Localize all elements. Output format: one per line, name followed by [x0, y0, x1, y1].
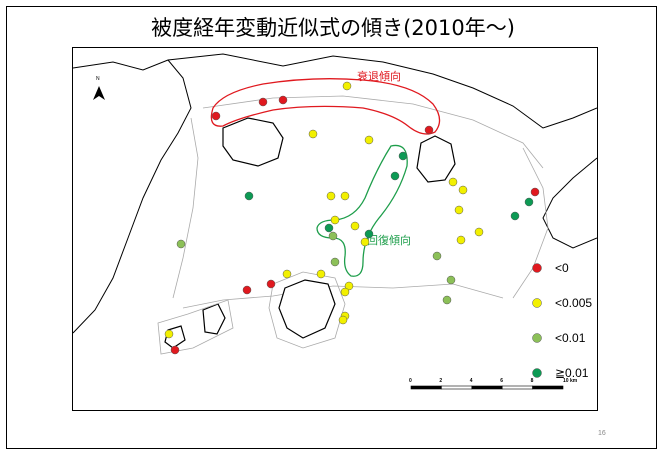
site-marker [524, 197, 534, 207]
east-coast [542, 157, 597, 249]
scale-bar-segment [441, 385, 473, 390]
island-north [222, 117, 284, 167]
legend-label: <0.005 [555, 296, 592, 310]
site-marker [350, 221, 360, 231]
site-marker [326, 191, 336, 201]
legend-label: <0.01 [555, 331, 586, 345]
map-panel: N 衰退傾向 回復傾向 <0 <0.005 <0.01 ≧0.01 0 2 4 6 8 10 k… [72, 47, 598, 411]
site-marker [474, 227, 484, 237]
survey-sites-layer [164, 81, 540, 355]
site-marker [398, 151, 408, 161]
page-number: 16 [598, 430, 606, 437]
legend-swatch [532, 263, 542, 273]
northwest-coast [73, 59, 192, 334]
scale-bar-label: 0 [409, 378, 412, 384]
scale-bar: 0 2 4 6 8 10 km [409, 378, 578, 390]
site-marker [448, 177, 458, 187]
legend-label: <0 [555, 261, 569, 275]
site-marker [442, 295, 452, 305]
scale-bar-segment [532, 385, 564, 390]
site-marker [266, 279, 276, 289]
island-shoal-outlines [157, 271, 346, 355]
site-marker [364, 229, 374, 239]
coastline-layer [73, 53, 597, 334]
island-south-center [278, 279, 336, 339]
contour-west [172, 117, 199, 299]
recovery-trend-outline [316, 144, 408, 277]
north-coast [167, 53, 597, 129]
north-arrow: N [93, 76, 105, 100]
legend: <0 <0.005 <0.01 ≧0.01 [532, 261, 592, 380]
legend-swatch [532, 368, 542, 378]
site-marker [308, 129, 318, 139]
scale-bar-label: 10 km [563, 378, 578, 384]
site-marker [446, 275, 456, 285]
north-arrow-icon [93, 86, 105, 100]
site-marker [390, 171, 400, 181]
site-marker [454, 205, 464, 215]
scale-bar-label: 4 [470, 378, 473, 384]
scale-bar-segment [410, 385, 442, 390]
scale-bar-segment [471, 385, 503, 390]
decline-trend-label: 衰退傾向 [357, 69, 401, 83]
scale-bar-label: 8 [531, 378, 534, 384]
site-marker [340, 191, 350, 201]
scale-bar-label: 6 [500, 378, 503, 384]
site-marker [258, 97, 268, 107]
recovery-trend-label: 回復傾向 [367, 233, 411, 247]
site-marker [360, 237, 370, 247]
site-marker [278, 95, 288, 105]
shoal-southwest [157, 299, 234, 355]
site-marker [344, 281, 354, 291]
islands-layer [164, 117, 456, 349]
site-marker [244, 191, 254, 201]
site-marker [316, 269, 326, 279]
north-label: N [96, 76, 100, 82]
site-marker [364, 135, 374, 145]
site-marker [458, 185, 468, 195]
legend-label: ≧0.01 [555, 366, 589, 380]
map-canvas: N 衰退傾向 回復傾向 <0 <0.005 <0.01 ≧0.01 0 2 4 6 8 10 k… [73, 53, 597, 390]
site-marker [338, 315, 348, 325]
legend-swatch [532, 333, 542, 343]
site-marker [282, 269, 292, 279]
island-northeast [416, 135, 456, 183]
site-marker [328, 231, 338, 241]
site-marker [170, 345, 180, 355]
shoal-south-center [268, 271, 346, 349]
site-marker [510, 211, 520, 221]
shallow-contour-layer [172, 95, 549, 309]
site-marker [176, 239, 186, 249]
site-marker [330, 215, 340, 225]
decline-trend-outline [210, 78, 441, 135]
contour-south [182, 283, 504, 309]
legend-swatch [532, 298, 542, 308]
site-marker [340, 287, 350, 297]
site-marker [424, 125, 434, 135]
scale-bar-label: 2 [439, 378, 442, 384]
site-marker [342, 81, 352, 91]
island-southwest [202, 303, 226, 335]
site-marker [324, 223, 334, 233]
site-marker [330, 257, 340, 267]
contour-north [202, 95, 544, 169]
site-marker [456, 235, 466, 245]
scale-bar-segment [501, 385, 533, 390]
slide-title: 被度経年変動近似式の傾き(2010年～) [151, 16, 515, 40]
site-marker [530, 187, 540, 197]
contour-east [512, 147, 549, 299]
site-marker [242, 285, 252, 295]
site-marker [432, 251, 442, 261]
site-marker [164, 329, 174, 339]
site-marker [211, 111, 221, 121]
